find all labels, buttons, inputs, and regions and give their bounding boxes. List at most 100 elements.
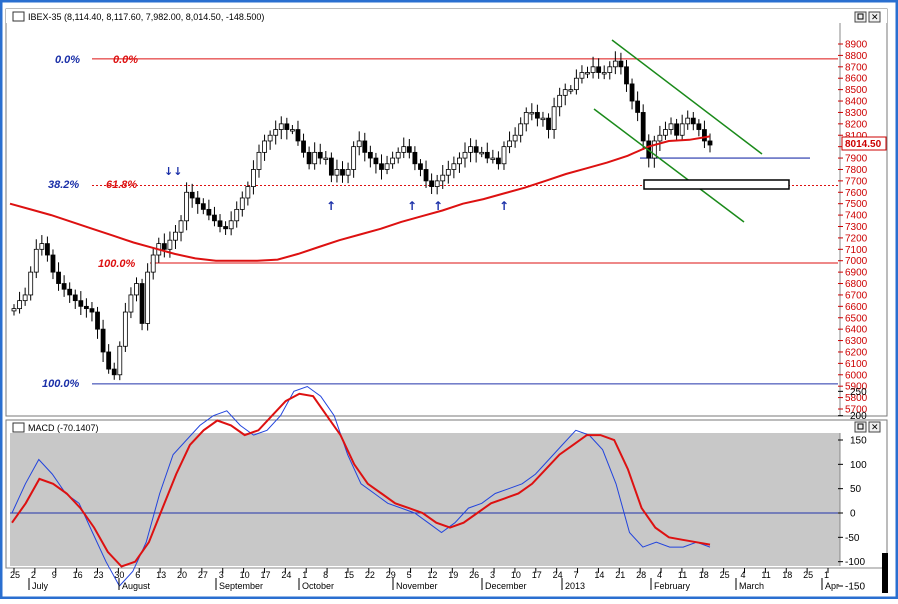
candle-body	[217, 220, 223, 227]
candle-body	[657, 134, 663, 142]
price-tick-label: 6600	[845, 302, 868, 313]
price-tick-label: 7200	[845, 233, 868, 244]
date-tick-label: 15	[344, 570, 354, 580]
channel-lower-line	[593, 108, 745, 223]
candle-body	[56, 271, 61, 284]
macd-axis: 250 200 150 100 50 0 -50 -100 -150	[838, 387, 867, 593]
candle-body	[534, 112, 540, 119]
price-tick-label: 8200	[845, 119, 868, 130]
month-label: March	[739, 581, 764, 591]
scrollbar-thumb[interactable]	[882, 553, 888, 593]
date-tick-label: 23	[93, 570, 103, 580]
date-tick-label: 7	[574, 570, 579, 580]
candle-body	[95, 311, 100, 330]
candle-body	[284, 123, 290, 130]
date-tick-label: 11	[761, 570, 770, 580]
signal-line	[11, 392, 711, 568]
price-tick-label: 8500	[845, 85, 868, 96]
date-tick-label: 14	[594, 570, 604, 580]
restore-window-icon[interactable]	[854, 11, 867, 23]
candle-body	[546, 117, 551, 130]
candle-body	[362, 140, 368, 153]
close-window-icon[interactable]: ✕	[868, 11, 881, 23]
macd-tick-label: 50	[850, 484, 862, 495]
candle-body	[150, 254, 156, 273]
price-tick-label: 7900	[845, 154, 868, 165]
date-tick-label: 13	[156, 570, 166, 580]
candle-body	[607, 66, 613, 73]
candle-body	[612, 60, 618, 68]
candle-body	[685, 117, 691, 125]
fib-label-right-100: 100.0%	[98, 258, 136, 270]
price-tick-label: 8700	[845, 62, 868, 73]
fib-label-left-382: 38.2%	[48, 179, 79, 191]
candle-body	[223, 226, 228, 230]
candle-body	[401, 146, 407, 153]
price-tick-label: 6000	[845, 370, 868, 381]
price-tick-label: 6900	[845, 268, 868, 279]
macd-close-window-icon[interactable]: ✕	[868, 421, 881, 433]
candle-body	[373, 157, 379, 165]
candle-body	[345, 169, 351, 176]
candle-body	[367, 151, 373, 159]
candle-body	[289, 129, 295, 132]
candle-body	[356, 140, 362, 148]
up-arrow-icon: ↑	[326, 199, 336, 213]
macd-plot-background	[10, 433, 840, 566]
price-tick-label: 7100	[845, 245, 868, 256]
candle-body	[167, 239, 173, 250]
date-tick-label: 5	[407, 570, 412, 580]
price-tick-label: 7700	[845, 176, 868, 187]
up-arrow-icon: ↑	[407, 199, 417, 213]
macd-tick-label: -100	[845, 557, 865, 568]
date-axis	[6, 568, 887, 596]
date-tick-label: 20	[177, 570, 187, 580]
candle-body	[39, 243, 45, 250]
candle-body	[117, 345, 123, 376]
date-tick-label: 25	[720, 570, 730, 580]
candle-body	[78, 300, 84, 307]
month-label: February	[654, 581, 691, 591]
price-tick-label: 8900	[845, 40, 868, 51]
channel-upper-line	[611, 39, 763, 155]
price-axis: 8900880087008600850084008300820081008000…	[838, 40, 868, 416]
candle-body	[479, 151, 485, 155]
candle-body	[390, 157, 396, 165]
candle-body	[468, 146, 473, 153]
candle-body	[195, 197, 201, 205]
svg-text:✕: ✕	[871, 422, 879, 432]
candle-body	[601, 72, 607, 75]
candle-body	[596, 66, 602, 73]
up-arrow-icon: ↑	[433, 199, 443, 213]
candle-body	[178, 220, 184, 233]
date-tick-label: 12	[427, 570, 437, 580]
macd-panel-menu-icon[interactable]	[12, 422, 25, 433]
date-tick-label: 18	[782, 570, 792, 580]
candle-body	[540, 117, 546, 121]
date-tick-label: 3	[219, 570, 224, 580]
price-tick-label: 7600	[845, 188, 868, 199]
fib-label-left-100: 100.0%	[42, 378, 80, 390]
candle-body	[262, 140, 267, 153]
macd-restore-window-icon[interactable]	[854, 421, 867, 433]
candle-body	[106, 351, 112, 370]
panel-menu-icon[interactable]	[12, 11, 25, 22]
candle-body	[624, 66, 629, 85]
candle-body	[462, 151, 468, 159]
candle-body	[89, 308, 95, 313]
candle-body	[278, 123, 284, 130]
price-tick-label: 7300	[845, 222, 868, 233]
date-tick-label: 1	[302, 570, 307, 580]
candle-body	[128, 294, 134, 313]
month-label: September	[219, 581, 263, 591]
last-price-box	[841, 136, 887, 151]
candle-body	[334, 169, 340, 176]
candle-body	[629, 83, 635, 102]
macd-line	[11, 385, 711, 587]
month-label: Apr	[825, 581, 839, 591]
svg-text:✕: ✕	[871, 12, 879, 22]
down-arrow-icon: ↓↓	[164, 165, 182, 178]
month-label: December	[485, 581, 527, 591]
candle-body	[173, 231, 178, 241]
